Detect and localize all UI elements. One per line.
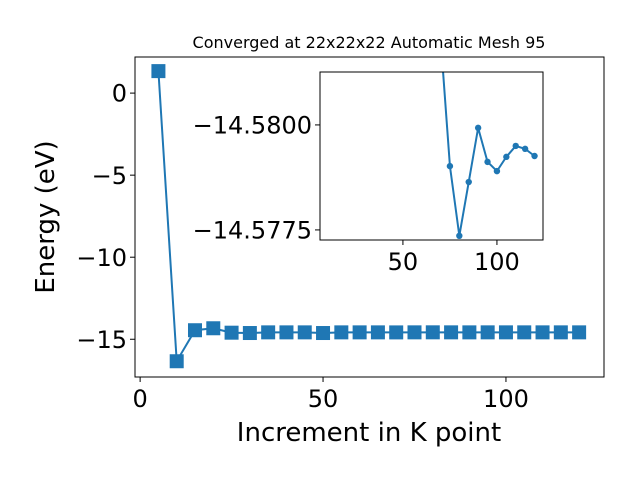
data-point [316, 326, 331, 341]
data-point [242, 326, 257, 341]
data-point [206, 321, 221, 336]
y-tick-label: 0 [112, 80, 127, 108]
data-point [334, 325, 349, 340]
x-tick-label: 50 [308, 385, 339, 413]
y-tick-label: −14.5775 [193, 217, 312, 245]
x-axis-label: Increment in K point [237, 418, 501, 448]
data-point [446, 162, 454, 170]
plot-clip [151, 64, 587, 369]
chart-title: Converged at 22x22x22 Automatic Mesh 95 [193, 33, 546, 52]
data-point [465, 178, 472, 186]
data-point [370, 325, 385, 340]
data-point [493, 167, 501, 175]
data-point [444, 325, 459, 340]
x-tick-label: 100 [483, 385, 529, 413]
x-tick-label: 0 [132, 385, 147, 413]
x-tick-label: 100 [474, 248, 520, 276]
y-tick-label: −15 [76, 326, 127, 354]
y-tick-label: −5 [92, 162, 127, 190]
data-point [425, 325, 440, 340]
axes-frame [319, 71, 544, 241]
data-point [456, 232, 463, 239]
data-point [572, 325, 587, 340]
data-point [407, 325, 422, 340]
y-tick-label: −10 [76, 244, 127, 272]
data-point [151, 64, 166, 79]
data-point [261, 325, 276, 340]
data-point [224, 325, 239, 340]
data-point [187, 323, 202, 338]
data-point [521, 145, 529, 153]
plot-area [320, 72, 543, 240]
data-point [462, 325, 477, 340]
data-point [480, 325, 495, 340]
data-point [474, 124, 482, 132]
x-tick-label: 50 [388, 248, 419, 276]
data-point [517, 325, 532, 340]
data-point [531, 152, 538, 160]
y-axis-label: Energy (eV) [31, 140, 61, 293]
data-point [389, 325, 404, 340]
axes-frame [134, 56, 605, 378]
data-point [498, 325, 513, 340]
data-point [553, 325, 568, 340]
data-point [279, 325, 294, 340]
data-point [535, 325, 550, 340]
data-point [169, 354, 184, 369]
data-point [352, 325, 367, 340]
y-tick-label: −14.5800 [193, 112, 312, 140]
data-point [512, 142, 519, 150]
data-point [503, 153, 510, 161]
data-point [484, 158, 491, 166]
plot-clip [442, 72, 538, 239]
data-point [297, 325, 312, 340]
